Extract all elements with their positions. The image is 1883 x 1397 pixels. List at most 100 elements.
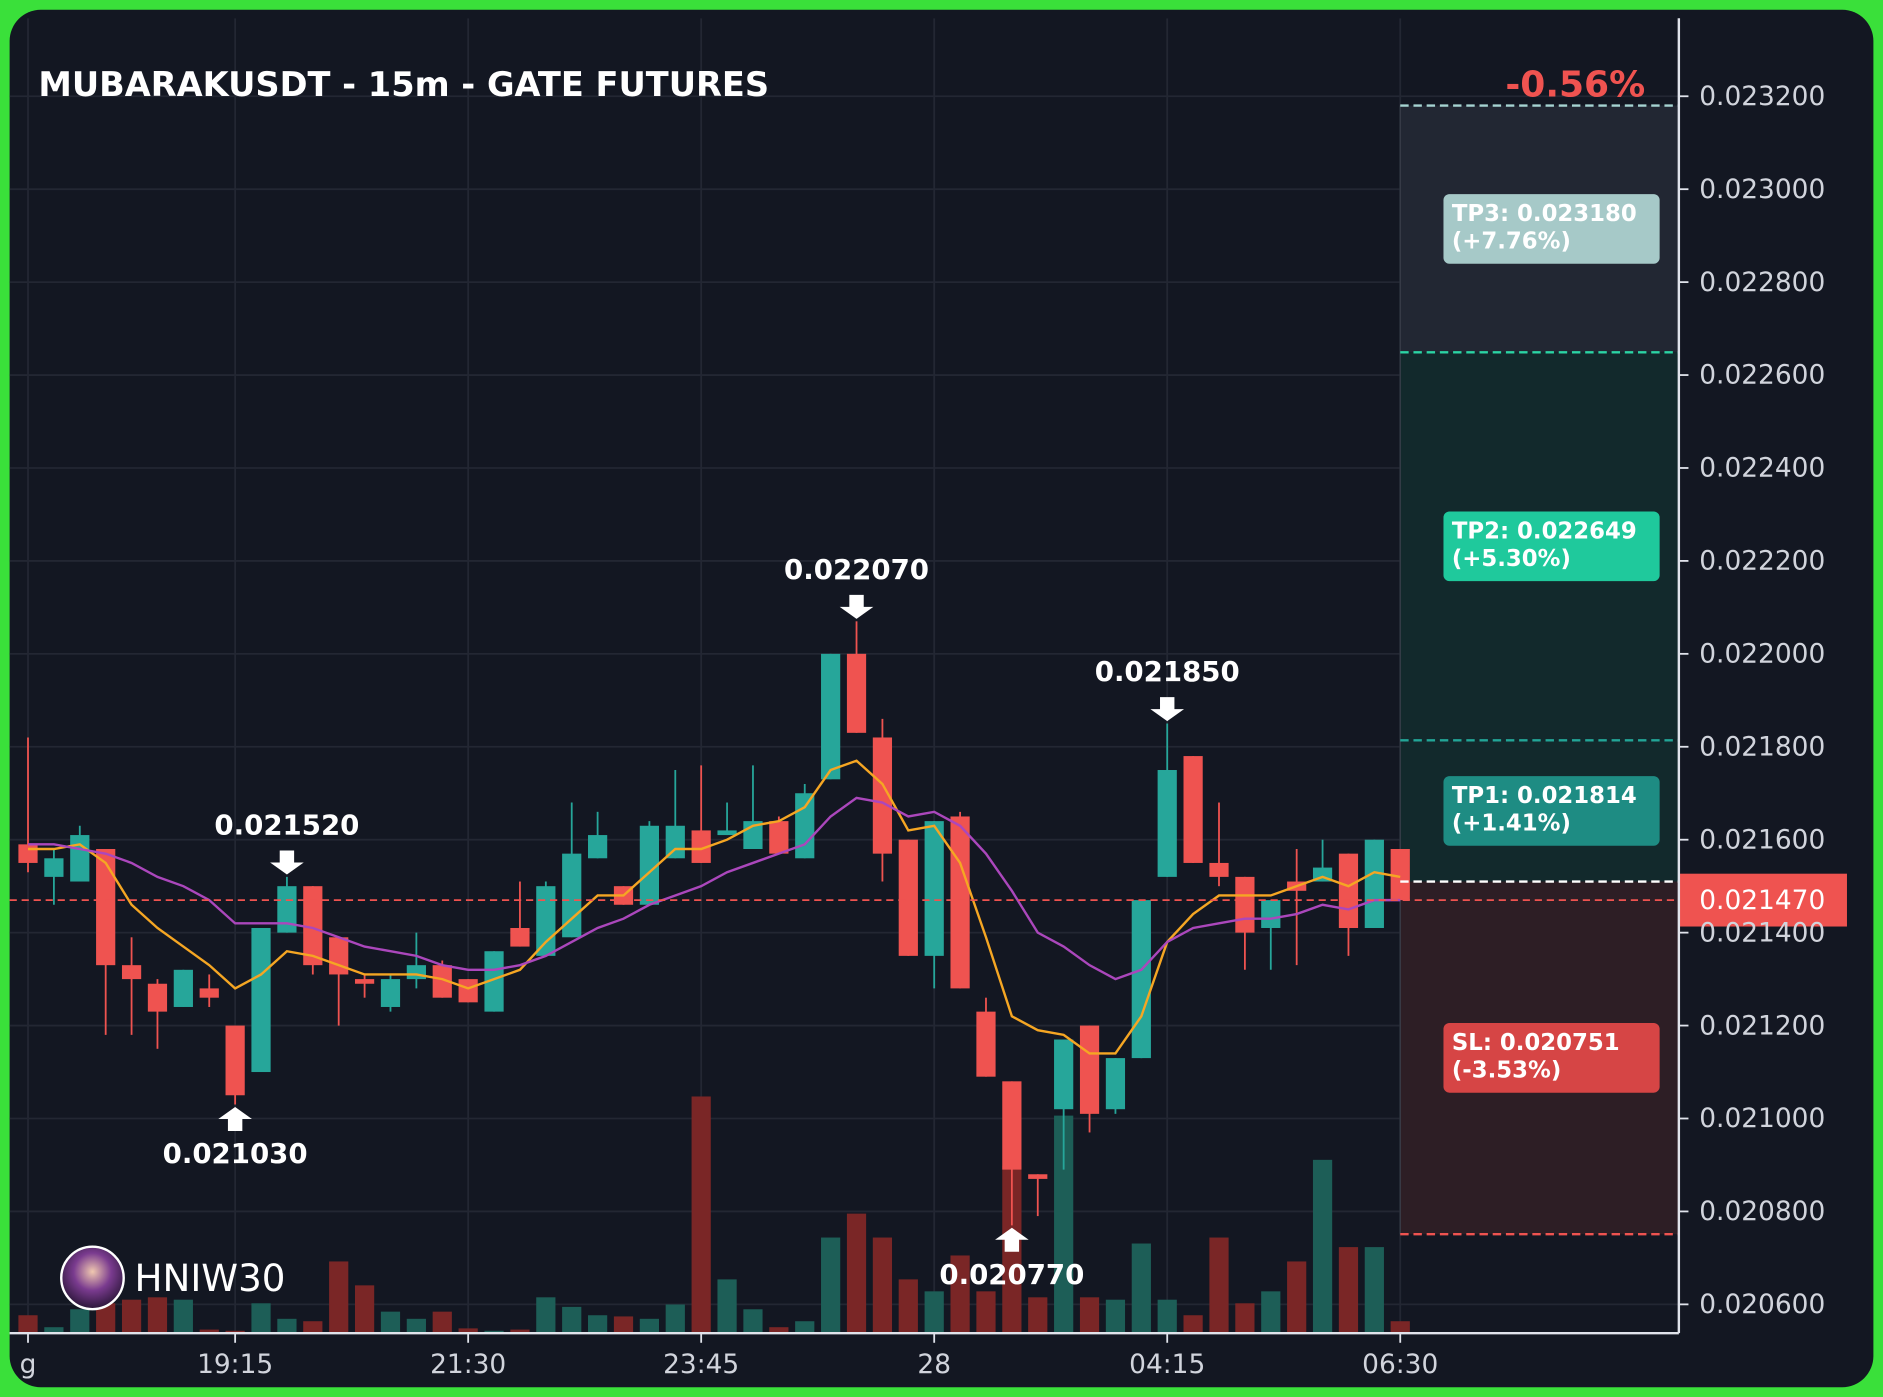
x-tick-label: 23:45 (663, 1349, 739, 1380)
y-tick-label: 0.020600 (1699, 1289, 1825, 1320)
candle-body (44, 858, 64, 877)
candle-body (1028, 1174, 1048, 1179)
level-label: SL: 0.020751 (1452, 1030, 1620, 1056)
level-change: (+5.30%) (1452, 546, 1571, 572)
volume-bar (1131, 1243, 1151, 1334)
volume-bar (432, 1311, 452, 1334)
y-tick-label: 0.022000 (1699, 639, 1825, 670)
level-change: (-3.53%) (1452, 1058, 1561, 1084)
volume-bar (1390, 1321, 1410, 1334)
level-label-box (1443, 1023, 1660, 1093)
candle-body (18, 844, 38, 863)
volume-bar (199, 1329, 219, 1334)
y-tick-label: 0.022600 (1699, 360, 1825, 391)
volume-bar (872, 1237, 893, 1334)
candle-body (1364, 839, 1384, 928)
avatar (60, 1245, 125, 1311)
volume-bar (1364, 1247, 1384, 1334)
price-change: -0.56% (1505, 65, 1645, 106)
candle-body (225, 1025, 245, 1096)
candle-body (329, 937, 349, 975)
candle-body (717, 830, 737, 836)
annotation-arrow (270, 850, 304, 875)
level-label: TP2: 0.022649 (1452, 518, 1637, 544)
volume-bar (898, 1279, 918, 1334)
candle-body (96, 848, 116, 966)
annotation-arrow (1150, 697, 1185, 722)
volume-bar (795, 1321, 815, 1334)
volume-bar (70, 1309, 90, 1334)
candle-body (536, 886, 556, 956)
candle-body (380, 979, 401, 1007)
candle-body (277, 886, 297, 933)
volume-bar (1054, 1115, 1074, 1334)
candle-body (251, 927, 271, 1073)
volume-bar (1261, 1291, 1281, 1334)
volume-bar (458, 1328, 478, 1334)
candle-body (199, 988, 219, 998)
volume-bar (173, 1299, 193, 1334)
y-tick-label: 0.022200 (1699, 546, 1825, 577)
volume-bar (536, 1297, 556, 1334)
volume-bar (821, 1237, 841, 1334)
level-label-box (1443, 511, 1660, 582)
volume-bar (717, 1279, 737, 1334)
x-tick-label: 28 (917, 1349, 951, 1380)
level-label-box (1443, 194, 1660, 264)
volume-bar (1287, 1261, 1307, 1334)
candle-body (639, 825, 660, 905)
volume-bar (380, 1311, 401, 1334)
candle-body (1157, 770, 1177, 877)
volume-bar (18, 1315, 38, 1334)
candle-body (1054, 1039, 1074, 1110)
candle-body (1338, 853, 1359, 928)
moving-average (28, 759, 1401, 1055)
volume-bar (1079, 1297, 1100, 1334)
candle-layer (18, 621, 1410, 1226)
y-tick-label: 0.021600 (1699, 824, 1825, 855)
moving-average (28, 796, 1401, 981)
candle-body (924, 821, 944, 956)
volume-bar (613, 1316, 634, 1334)
annotation-label: 0.020770 (939, 1258, 1084, 1291)
candle-body (1209, 862, 1229, 877)
x-tick-label: 04:15 (1129, 1349, 1205, 1380)
y-tick-label: 0.023200 (1699, 81, 1825, 112)
overlay-layer: TP3: 0.023180(+7.76%) TP2: 0.022649(+5.30… (9, 104, 1847, 1291)
x-tick-label: 19:15 (197, 1349, 273, 1380)
candle-body (950, 816, 970, 989)
y-tick-label: 0.022800 (1699, 267, 1825, 298)
candle-body (1183, 756, 1203, 863)
volume-bar (924, 1291, 944, 1334)
volume-bar (1105, 1299, 1126, 1334)
annotation-label: 0.021520 (214, 808, 359, 841)
candle-body (1131, 900, 1151, 1059)
volume-bar (354, 1285, 375, 1334)
volume-bar (1235, 1303, 1255, 1334)
candle-body (406, 965, 426, 980)
volume-bar (406, 1318, 426, 1334)
candle-body (1235, 876, 1255, 933)
volume-bar (976, 1291, 996, 1334)
candle-body (121, 965, 142, 980)
candle-body (821, 653, 841, 780)
candle-body (484, 951, 504, 1012)
volume-bar (562, 1306, 582, 1334)
candle-body (70, 835, 90, 882)
candle-body (769, 821, 789, 854)
level-change: (+7.76%) (1452, 229, 1571, 255)
annotation-label: 0.022070 (784, 553, 929, 586)
level-change: (+1.41%) (1452, 811, 1571, 837)
candle-body (1002, 1081, 1022, 1170)
candle-body (432, 965, 452, 998)
volume-bar (277, 1318, 297, 1334)
volume-bar (1312, 1159, 1333, 1334)
volume-bar (691, 1096, 711, 1334)
candle-body (1261, 900, 1281, 928)
annotation-arrow (995, 1227, 1029, 1252)
candle-body (510, 927, 530, 947)
candle-body (458, 979, 478, 1003)
candle-body (898, 839, 918, 956)
volume-bar (950, 1255, 970, 1334)
